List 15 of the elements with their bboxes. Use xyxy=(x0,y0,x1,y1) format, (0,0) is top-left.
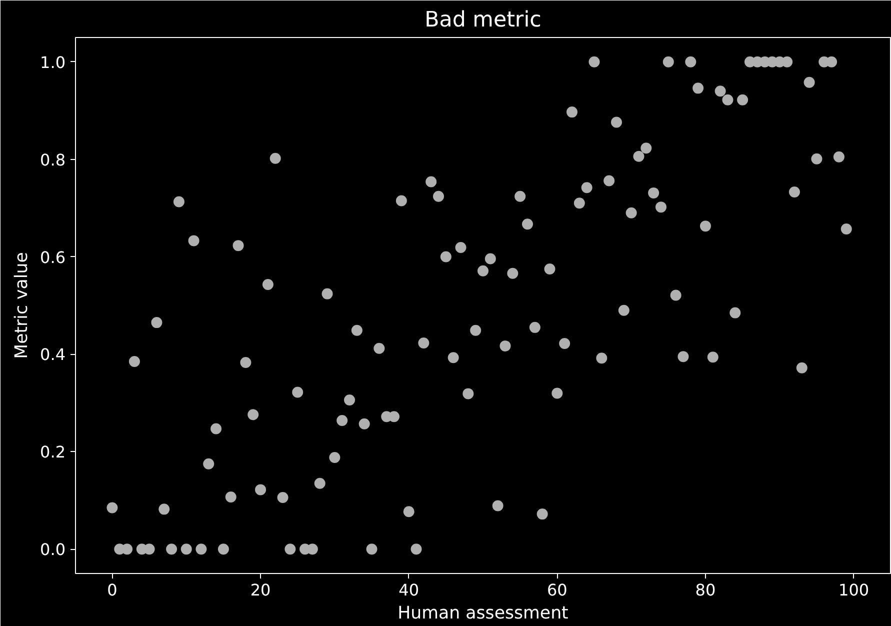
x-tick-label: 0 xyxy=(107,580,118,600)
y-axis-title: Metric value xyxy=(12,252,32,359)
y-tick-label: 0.0 xyxy=(40,540,66,560)
chart-title: Bad metric xyxy=(424,8,542,32)
x-axis-title: Human assessment xyxy=(398,604,569,624)
x-tick-label: 40 xyxy=(398,580,420,600)
x-tick-label: 60 xyxy=(546,580,568,600)
y-tick-label: 1.0 xyxy=(40,52,66,72)
y-tick-label: 0.8 xyxy=(40,150,66,170)
x-tick-label: 80 xyxy=(695,580,716,600)
x-tick-label: 100 xyxy=(838,580,870,600)
y-tick-label: 0.6 xyxy=(40,248,66,267)
x-tick-label: 20 xyxy=(250,580,271,600)
y-tick-label: 0.4 xyxy=(40,345,66,364)
y-tick-label: 0.2 xyxy=(40,442,66,462)
